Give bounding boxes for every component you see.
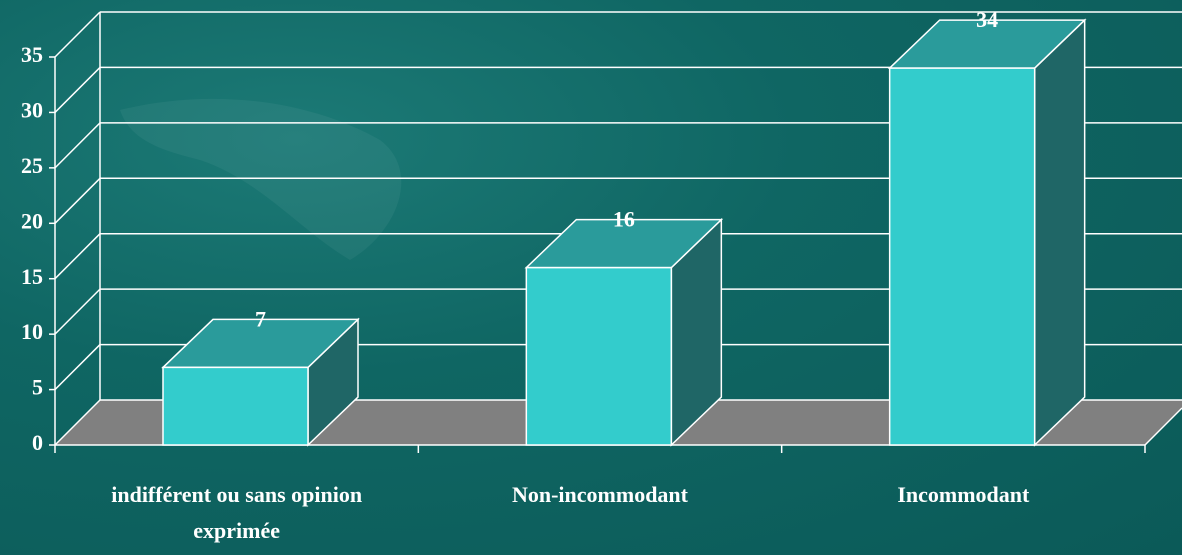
bar [890,20,1085,445]
y-tick-label: 5 [32,375,43,400]
grid-line [55,345,100,390]
y-tick-label: 20 [21,208,43,233]
chart-canvas: 0 5 10 15 20 25 30 35 7 16 34 [0,0,1182,555]
value-label: 16 [613,207,635,232]
chart: 0 5 10 15 20 25 30 35 7 16 34 indifférent ou sans … [0,0,1182,555]
grid-line [55,178,100,223]
grid-line [55,123,100,168]
y-tick-label: 0 [32,430,43,455]
bar-front [526,268,671,445]
bar [526,220,721,445]
y-tick-label: 30 [21,97,43,122]
grid-line [55,289,100,334]
grid-line [55,234,100,279]
y-tick-label: 35 [21,42,43,67]
y-tick-label: 25 [21,153,43,178]
x-tick-label: Non-incommodant [418,477,781,513]
x-tick-label: Incommodant [782,477,1145,513]
y-tick-label: 15 [21,264,43,289]
y-tick-label: 10 [21,319,43,344]
bar-front [890,68,1035,445]
grid-line [55,12,100,57]
bar-front [163,367,308,445]
grid-line [55,67,100,112]
bar-side [1035,20,1085,445]
x-tick-label: indifférent ou sans opinion exprimée [55,477,418,549]
value-label: 34 [976,7,998,32]
value-label: 7 [255,306,266,331]
